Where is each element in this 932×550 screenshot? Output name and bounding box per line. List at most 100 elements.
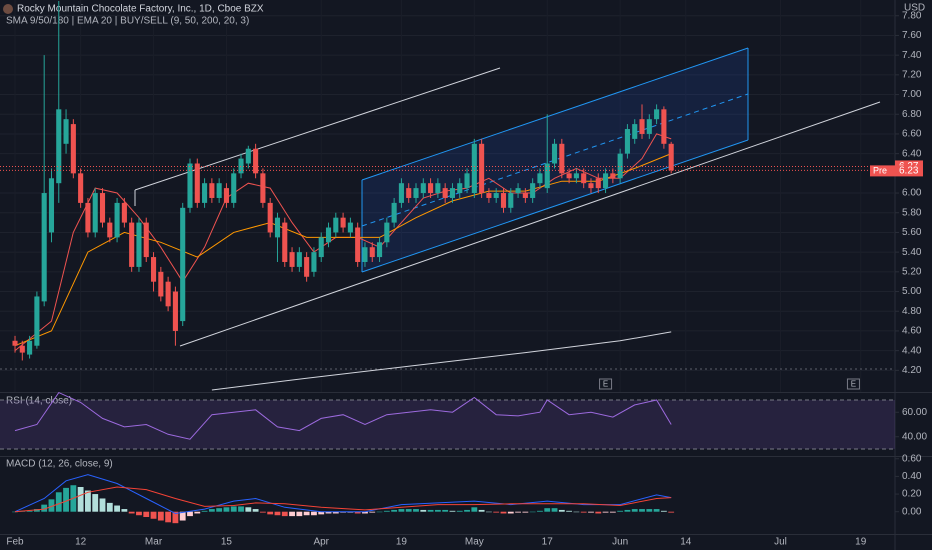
indicator-legend: SMA 9/50/180 | EMA 20 | BUY/SELL (9, 50,… xyxy=(6,16,249,27)
y-tick-label: 6.40 xyxy=(902,148,922,159)
event-label: E xyxy=(603,380,608,389)
candle-body xyxy=(617,153,623,179)
histogram-bar xyxy=(281,511,288,517)
y-tick-label: 7.40 xyxy=(902,50,922,61)
candle-body xyxy=(70,124,76,174)
candle-body xyxy=(355,227,361,262)
indicator-line xyxy=(14,391,672,440)
histogram-bar xyxy=(413,509,419,512)
event-box xyxy=(599,378,613,390)
pre-price-label: 6.23 xyxy=(899,166,919,177)
candle-body xyxy=(486,193,492,198)
candle-body xyxy=(544,163,550,189)
candle-body xyxy=(325,227,332,243)
candle-body xyxy=(522,193,528,198)
candle-body xyxy=(296,252,302,267)
candle-body xyxy=(311,252,317,272)
histogram-bar xyxy=(318,511,325,515)
histogram-bar xyxy=(289,511,295,517)
candle-body xyxy=(92,193,98,233)
candle-body xyxy=(253,148,259,174)
x-tick-label: Feb xyxy=(6,537,24,548)
histogram-bar xyxy=(376,511,383,513)
y-tick-label: 0.00 xyxy=(902,506,922,517)
candle-body xyxy=(209,183,215,198)
x-tick-label: 12 xyxy=(75,537,87,548)
candle-body xyxy=(661,109,667,144)
candle-body xyxy=(376,242,383,258)
histogram-bar xyxy=(544,508,551,512)
candle-body xyxy=(187,163,193,208)
histogram-bar xyxy=(493,511,500,513)
symbol-logo xyxy=(3,4,13,14)
candle-body xyxy=(391,202,397,223)
candle-body xyxy=(464,173,470,189)
y-tick-label: 6.00 xyxy=(902,188,922,199)
histogram-bar xyxy=(660,510,667,512)
indicator-line xyxy=(14,474,672,515)
candle-body xyxy=(231,173,237,203)
histogram-bar xyxy=(99,498,106,512)
candle-body xyxy=(428,183,434,194)
y-tick-label: 4.60 xyxy=(902,326,922,337)
candle-body xyxy=(493,193,499,198)
histogram-bar xyxy=(128,511,135,514)
candle-body xyxy=(114,202,120,238)
histogram-bar xyxy=(573,511,580,513)
x-tick-label: Mar xyxy=(145,537,163,548)
candle-body xyxy=(340,217,346,228)
histogram-bar xyxy=(362,511,368,514)
x-tick-label: 15 xyxy=(221,537,233,548)
candle-body xyxy=(347,222,353,233)
macd-title: MACD (12, 26, close, 9) xyxy=(6,459,113,470)
histogram-bar xyxy=(434,509,441,512)
pre-price-box xyxy=(870,165,923,177)
histogram-bar xyxy=(449,510,456,512)
histogram-bar xyxy=(653,509,660,512)
histogram-bar xyxy=(230,506,237,512)
chart-title: Rocky Mountain Chocolate Factory, Inc., … xyxy=(17,4,264,15)
histogram-bar xyxy=(150,511,157,519)
candle-body xyxy=(56,109,62,184)
y-tick-label: 4.20 xyxy=(902,365,922,376)
candle-body xyxy=(245,148,251,164)
histogram-bar xyxy=(383,510,390,512)
histogram-bar xyxy=(12,511,18,513)
candle-body xyxy=(384,222,390,243)
histogram-bar xyxy=(398,509,405,512)
currency: USD xyxy=(904,3,925,14)
histogram-bar xyxy=(77,487,84,512)
x-tick-label: 17 xyxy=(542,537,554,548)
histogram-bar xyxy=(201,510,208,512)
x-tick-label: Jul xyxy=(774,537,787,548)
candle-body xyxy=(78,173,84,203)
histogram-bar xyxy=(624,509,631,512)
candle-body xyxy=(420,183,426,194)
candle-body xyxy=(136,222,142,267)
histogram-bar xyxy=(456,510,463,512)
y-tick-label: 5.00 xyxy=(902,286,922,297)
histogram-bar xyxy=(106,502,113,512)
histogram-bar xyxy=(354,511,361,514)
candle-body xyxy=(646,119,652,134)
histogram-bar xyxy=(55,492,62,512)
histogram-bar xyxy=(405,509,412,512)
histogram-bar xyxy=(617,510,624,512)
histogram-bar xyxy=(194,511,201,514)
candle-body xyxy=(457,183,463,194)
y-tick-label: 7.80 xyxy=(902,10,922,21)
indicator-line xyxy=(14,153,672,347)
histogram-bar xyxy=(471,507,478,512)
candle-body xyxy=(500,193,507,208)
histogram-bar xyxy=(442,509,449,512)
histogram-bar xyxy=(558,509,565,512)
indicator-line xyxy=(14,486,672,513)
candle-body xyxy=(624,129,630,154)
candle-body xyxy=(107,222,113,238)
candle-body xyxy=(202,183,208,203)
candle-body xyxy=(333,217,339,233)
candle-body xyxy=(274,217,281,238)
histogram-bar xyxy=(157,511,164,521)
candle-body xyxy=(223,188,229,203)
histogram-bar xyxy=(420,509,427,512)
